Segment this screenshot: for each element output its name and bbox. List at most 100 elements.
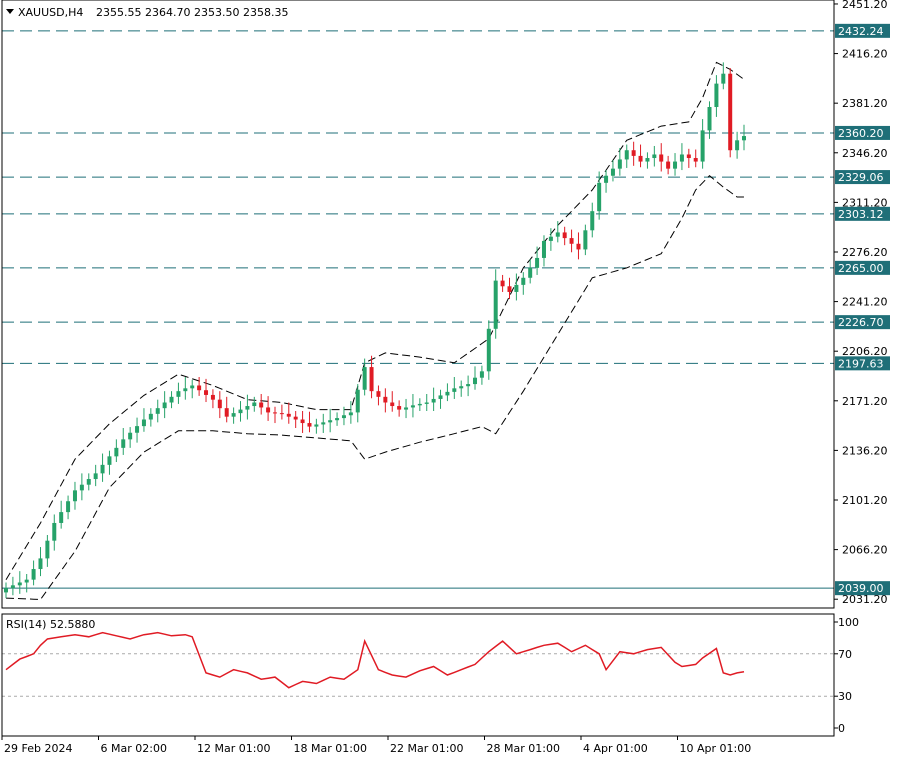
- candle-body: [17, 582, 22, 586]
- candle-body: [555, 232, 560, 237]
- candle-body: [293, 416, 298, 420]
- chart-header: XAUUSD,H4 2355.55 2364.70 2353.50 2358.3…: [6, 6, 288, 19]
- level-label-bg: [835, 206, 890, 221]
- price-tick-label: 2136.20: [842, 444, 888, 457]
- candle-body: [321, 422, 326, 425]
- candle-body: [404, 407, 409, 410]
- candle-body: [31, 569, 36, 580]
- candle-body: [107, 456, 112, 465]
- candles: [4, 62, 746, 599]
- candle-body: [10, 585, 15, 589]
- level-label: 2039.00: [838, 582, 884, 595]
- price-tick-label: 2276.20: [842, 246, 888, 259]
- candle-body: [410, 405, 415, 408]
- price-panel-frame: [1, 0, 835, 609]
- level-label-bg: [835, 23, 890, 38]
- candle-body: [217, 399, 222, 409]
- candle-body: [300, 419, 305, 424]
- level-label: 2432.24: [838, 25, 884, 38]
- level-label: 2329.06: [838, 171, 884, 184]
- price-tick-label: 2206.20: [842, 345, 888, 358]
- candle-body: [500, 280, 505, 287]
- candle-body: [52, 522, 57, 541]
- candle-body: [100, 464, 105, 474]
- price-tick-label: 2381.20: [842, 97, 888, 110]
- time-tick-label: 18 Mar 01:00: [294, 742, 367, 755]
- candle-body: [583, 230, 588, 250]
- rsi-line: [5, 631, 745, 689]
- candle-body: [631, 150, 636, 156]
- candle-body: [314, 424, 319, 427]
- rsi-tick-label: 30: [838, 690, 852, 703]
- candle-body: [86, 479, 91, 485]
- time-tick-label: 4 Apr 01:00: [583, 742, 648, 755]
- candle-body: [4, 588, 8, 593]
- level-label-bg: [835, 315, 890, 330]
- candle-body: [272, 412, 277, 414]
- candle-body: [466, 384, 471, 387]
- candle-body: [224, 408, 229, 417]
- level-lines: [2, 30, 834, 589]
- candle-body: [348, 412, 353, 416]
- candle-body: [335, 418, 340, 421]
- candle-body: [604, 175, 609, 183]
- candle-body: [548, 236, 553, 241]
- candle-body: [307, 423, 312, 427]
- candle-body: [279, 413, 284, 415]
- level-label: 2360.20: [838, 127, 884, 140]
- candle-body: [541, 240, 546, 258]
- price-tick-label: 2101.20: [842, 494, 888, 507]
- candle-body: [742, 136, 746, 141]
- candle-body: [286, 413, 291, 417]
- ohlc-label: 2355.55 2364.70 2353.50 2358.35: [96, 6, 288, 19]
- candle-body: [252, 402, 257, 407]
- time-tick-label: 12 Mar 01:00: [197, 742, 270, 755]
- candle-body: [535, 257, 540, 268]
- candle-body: [473, 377, 478, 385]
- symbol-dropdown-icon[interactable]: [6, 9, 14, 14]
- candle-body: [155, 408, 160, 414]
- candle-body: [673, 161, 678, 169]
- candle-body: [714, 83, 719, 108]
- candle-body: [431, 398, 436, 403]
- candle-body: [24, 579, 29, 583]
- level-label: 2265.00: [838, 262, 884, 275]
- price-tick-label: 2066.20: [842, 544, 888, 557]
- candle-body: [45, 540, 50, 559]
- candle-body: [452, 388, 457, 392]
- price-tick-label: 2241.20: [842, 296, 888, 309]
- price-tick-label: 2171.20: [842, 395, 888, 408]
- candle-body: [190, 385, 195, 389]
- candle-body: [169, 396, 174, 403]
- candle-body: [397, 406, 402, 410]
- candle-body: [38, 558, 43, 570]
- level-labels: 2432.24 2360.20 2329.06 2303.12 2265.00 2226.…: [835, 23, 890, 596]
- candle-body: [197, 385, 202, 391]
- level-label-bg: [835, 125, 890, 140]
- level-label: 2226.70: [838, 316, 884, 329]
- level-label-bg: [835, 260, 890, 275]
- candle-body: [569, 238, 574, 244]
- candle-body: [238, 409, 243, 414]
- candle-body: [693, 158, 698, 162]
- candle-body: [341, 415, 346, 419]
- candle-body: [141, 419, 146, 427]
- candle-body: [66, 501, 71, 513]
- candle-body: [376, 391, 381, 397]
- level-label-bg: [835, 170, 890, 185]
- candle-body: [514, 284, 519, 292]
- bollinger-lower-line: [5, 175, 744, 601]
- frames: [1, 0, 835, 737]
- candle-body: [114, 447, 119, 457]
- candle-body: [459, 386, 464, 389]
- candle-body: [610, 168, 615, 176]
- candle-body: [176, 391, 181, 397]
- candle-body: [576, 243, 581, 250]
- candle-body: [700, 130, 705, 162]
- rsi-tick-label: 0: [838, 722, 845, 735]
- candle-body: [617, 159, 622, 169]
- candle-body: [93, 473, 98, 480]
- candle-body: [486, 328, 491, 372]
- candle-body: [528, 267, 533, 278]
- price-tick-label: 2031.20: [842, 593, 888, 606]
